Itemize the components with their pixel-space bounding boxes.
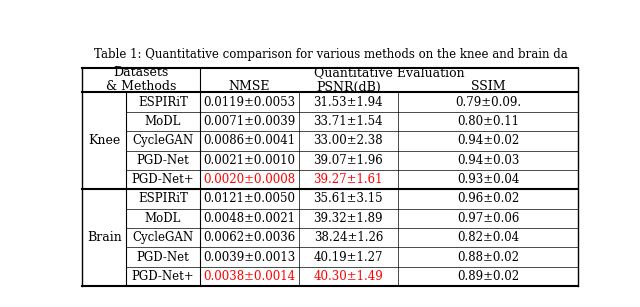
Text: 0.0121±0.0050: 0.0121±0.0050 [203, 192, 295, 205]
Text: 33.71±1.54: 33.71±1.54 [314, 115, 383, 128]
Text: 40.30±1.49: 40.30±1.49 [314, 270, 383, 283]
Text: 35.61±3.15: 35.61±3.15 [314, 192, 383, 205]
Text: PGD-Net+: PGD-Net+ [131, 270, 194, 283]
Text: ESPIRiT: ESPIRiT [138, 192, 188, 205]
Text: Datasets: Datasets [113, 66, 168, 79]
Text: Brain: Brain [87, 231, 122, 244]
Text: 0.0119±0.0053: 0.0119±0.0053 [203, 95, 295, 109]
Text: 39.27±1.61: 39.27±1.61 [314, 173, 383, 186]
Text: 38.24±1.26: 38.24±1.26 [314, 231, 383, 244]
Text: 0.94±0.02: 0.94±0.02 [457, 134, 519, 147]
Text: 33.00±2.38: 33.00±2.38 [314, 134, 383, 147]
Text: 39.07±1.96: 39.07±1.96 [314, 154, 383, 167]
Text: 0.0086±0.0041: 0.0086±0.0041 [203, 134, 295, 147]
Text: 0.89±0.02: 0.89±0.02 [457, 270, 519, 283]
Text: 0.0071±0.0039: 0.0071±0.0039 [203, 115, 295, 128]
Text: 0.96±0.02: 0.96±0.02 [457, 192, 519, 205]
Text: CycleGAN: CycleGAN [132, 231, 193, 244]
Text: Quantitative Evaluation: Quantitative Evaluation [314, 66, 465, 79]
Text: 39.32±1.89: 39.32±1.89 [314, 212, 383, 225]
Text: 0.0021±0.0010: 0.0021±0.0010 [203, 154, 295, 167]
Text: 0.88±0.02: 0.88±0.02 [457, 251, 519, 264]
Text: 0.82±0.04: 0.82±0.04 [457, 231, 519, 244]
Text: 0.0039±0.0013: 0.0039±0.0013 [203, 251, 295, 264]
Text: CycleGAN: CycleGAN [132, 134, 193, 147]
Text: 0.94±0.03: 0.94±0.03 [457, 154, 520, 167]
Text: 40.19±1.27: 40.19±1.27 [314, 251, 383, 264]
Text: MoDL: MoDL [145, 115, 181, 128]
Text: 0.79±0.09.: 0.79±0.09. [455, 95, 521, 109]
Text: Knee: Knee [88, 134, 120, 147]
Text: SSIM: SSIM [471, 80, 506, 93]
Text: NMSE: NMSE [228, 80, 270, 93]
Text: PGD-Net: PGD-Net [136, 251, 189, 264]
Text: & Methods: & Methods [106, 80, 176, 93]
Text: 0.0062±0.0036: 0.0062±0.0036 [203, 231, 295, 244]
Text: 0.0048±0.0021: 0.0048±0.0021 [203, 212, 295, 225]
Text: Table 1: Quantitative comparison for various methods on the knee and brain da: Table 1: Quantitative comparison for var… [93, 48, 567, 61]
Text: 31.53±1.94: 31.53±1.94 [314, 95, 383, 109]
Text: 0.80±0.11: 0.80±0.11 [457, 115, 519, 128]
Text: 0.0020±0.0008: 0.0020±0.0008 [203, 173, 295, 186]
Text: MoDL: MoDL [145, 212, 181, 225]
Text: 0.93±0.04: 0.93±0.04 [457, 173, 520, 186]
Text: 0.0038±0.0014: 0.0038±0.0014 [203, 270, 295, 283]
Text: PGD-Net+: PGD-Net+ [131, 173, 194, 186]
Text: PSNR(dB): PSNR(dB) [316, 80, 381, 93]
Text: 0.97±0.06: 0.97±0.06 [457, 212, 520, 225]
Text: PGD-Net: PGD-Net [136, 154, 189, 167]
Text: ESPIRiT: ESPIRiT [138, 95, 188, 109]
